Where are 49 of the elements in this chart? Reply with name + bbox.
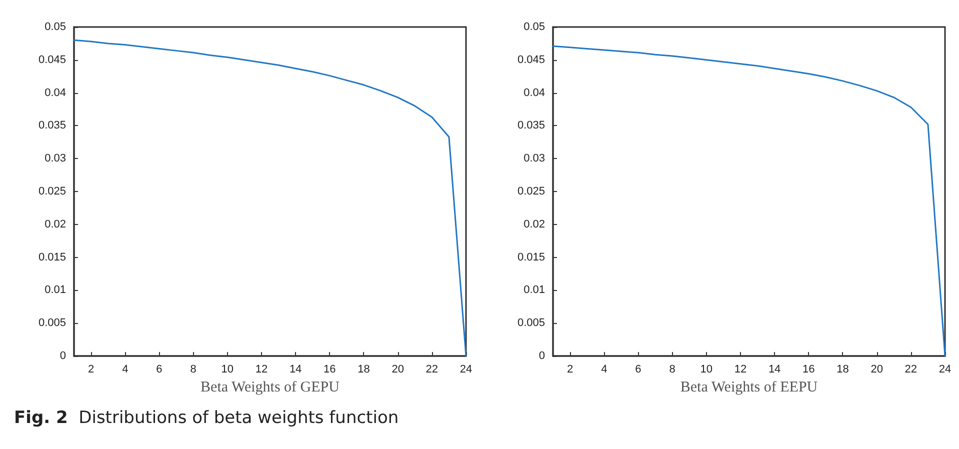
y-tick-label: 0.05 <box>44 21 66 33</box>
x-tick-label: 18 <box>358 364 370 376</box>
x-tick-label: 14 <box>289 364 302 376</box>
x-tick-label: 16 <box>802 364 815 376</box>
y-tick-label: 0.005 <box>517 317 545 330</box>
y-tick-label: 0 <box>538 350 545 362</box>
x-tick-label: 2 <box>566 364 574 376</box>
x-tick-label: 22 <box>426 364 438 376</box>
x-tick-label: 4 <box>122 364 128 376</box>
y-tick-label: 0.01 <box>524 284 545 296</box>
x-tick-label: 10 <box>700 364 713 376</box>
x-tick-label: 12 <box>734 364 747 376</box>
y-tick-label: 0.01 <box>44 284 66 296</box>
x-tick-label: 14 <box>768 364 781 376</box>
y-tick-label: 0.03 <box>44 152 66 165</box>
y-tick-label: 0.05 <box>524 21 545 33</box>
x-tick-label: 22 <box>904 364 918 376</box>
x-tick-label: 20 <box>392 364 404 376</box>
y-tick-label: 0.045 <box>517 54 545 66</box>
y-tick-label: 0.02 <box>44 218 66 230</box>
y-tick-label: 0.045 <box>38 54 66 66</box>
y-tick-label: 0.035 <box>38 120 66 132</box>
y-tick-label: 0.035 <box>517 120 545 132</box>
x-tick-label: 20 <box>870 364 883 376</box>
x-tick-label: 4 <box>601 364 608 376</box>
y-tick-label: 0.015 <box>38 251 66 264</box>
x-tick-label: 12 <box>255 364 268 376</box>
y-tick-label: 0.03 <box>524 152 545 165</box>
y-tick-label: 0 <box>60 350 66 362</box>
y-tick-label: 0.025 <box>38 186 66 198</box>
x-axis-title: Beta Weights of GEPU <box>200 380 340 396</box>
y-tick-label: 0.015 <box>517 251 545 264</box>
y-tick-label: 0.025 <box>517 186 545 198</box>
x-tick-label: 16 <box>324 364 336 376</box>
x-tick-label: 6 <box>156 364 162 376</box>
y-tick-label: 0.02 <box>524 218 545 230</box>
caption: Fig. 2 Distributions of beta weights function <box>14 408 399 428</box>
x-tick-label: 10 <box>221 364 234 376</box>
x-tick-label: 8 <box>190 364 196 376</box>
x-tick-label: 2 <box>88 364 94 376</box>
x-tick-label: 8 <box>669 364 676 376</box>
y-tick-label: 0.04 <box>44 86 66 99</box>
x-axis-title: Beta Weights of EEPU <box>680 380 818 396</box>
y-tick-label: 0.04 <box>524 86 545 99</box>
x-tick-label: 18 <box>836 364 849 376</box>
x-tick-label: 24 <box>938 364 952 376</box>
x-tick-label: 24 <box>460 364 472 376</box>
x-tick-label: 6 <box>635 364 642 376</box>
y-tick-label: 0.005 <box>38 317 66 330</box>
